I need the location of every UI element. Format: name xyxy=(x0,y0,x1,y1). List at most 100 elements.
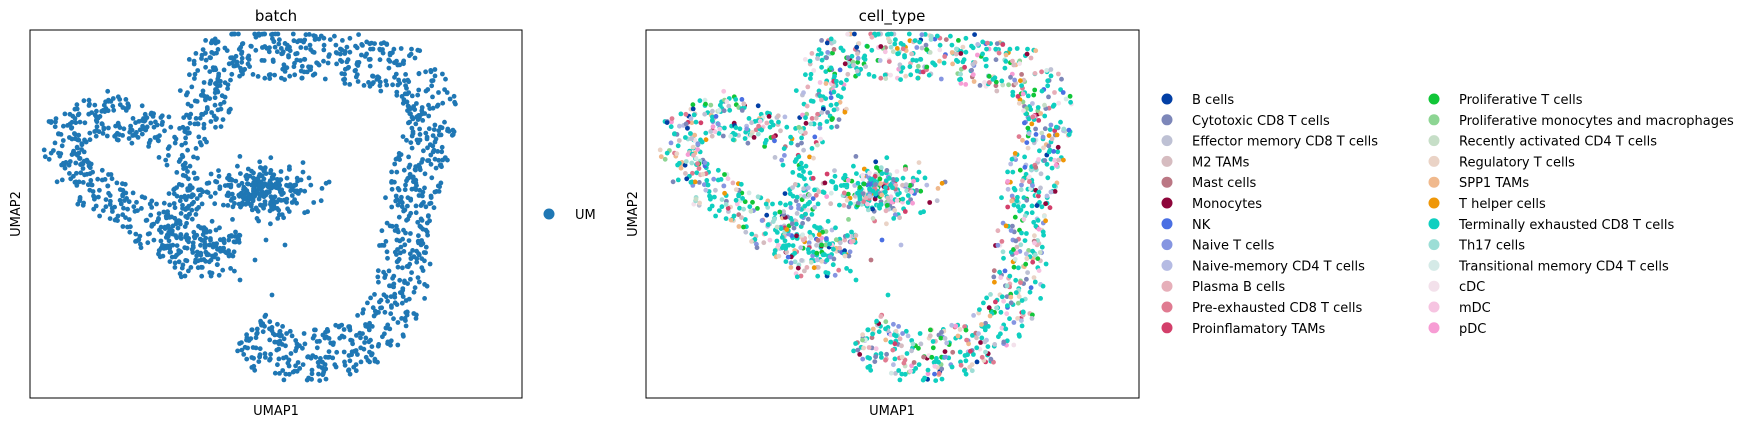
batch-point xyxy=(270,59,276,64)
batch-point xyxy=(99,177,105,183)
batch-point xyxy=(203,235,209,241)
batch-point xyxy=(340,38,345,43)
cell-type-point xyxy=(1024,256,1030,261)
batch-point xyxy=(403,72,408,77)
cell-type-point xyxy=(845,31,850,37)
batch-point xyxy=(158,230,164,235)
cell-type-point xyxy=(1024,51,1030,57)
batch-point xyxy=(235,63,240,68)
cell-type-point xyxy=(860,332,865,338)
batch-point xyxy=(389,186,395,192)
cell-type-point xyxy=(873,354,878,360)
batch-point xyxy=(232,268,237,274)
batch-point xyxy=(193,212,199,217)
cell-type-point xyxy=(810,196,816,202)
cell-type-point xyxy=(787,201,793,206)
batch-point xyxy=(294,200,299,206)
batch-point xyxy=(234,238,240,244)
cell-type-point xyxy=(819,97,824,103)
cell-type-point xyxy=(831,39,837,45)
batch-point xyxy=(392,300,398,306)
batch-point xyxy=(420,189,426,195)
cell-type-point xyxy=(814,242,819,248)
cell-type-point xyxy=(1052,157,1058,163)
cell-type-point xyxy=(830,262,836,268)
batch-point xyxy=(447,96,453,102)
cell-type-point xyxy=(823,96,829,101)
batch-point xyxy=(389,169,394,175)
batch-point xyxy=(73,160,79,166)
cell-type-point xyxy=(890,177,896,182)
cell-type-point xyxy=(997,269,1002,275)
cell-type-point xyxy=(733,97,739,102)
batch-point xyxy=(445,126,451,132)
cell-type-point xyxy=(798,273,804,279)
cell-type-point xyxy=(722,172,727,177)
batch-point xyxy=(208,40,214,46)
cell-type-point xyxy=(728,133,733,139)
batch-point xyxy=(432,189,438,195)
batch-point xyxy=(284,42,290,48)
batch-point xyxy=(257,354,262,360)
cell-type-point xyxy=(685,125,690,131)
cell-type-point xyxy=(1014,198,1020,204)
cell-type-point xyxy=(1013,238,1019,244)
batch-point xyxy=(423,204,429,210)
cell-type-point xyxy=(1036,268,1042,273)
cell-type-point xyxy=(1043,201,1048,207)
cell-type-point xyxy=(987,80,992,85)
batch-point xyxy=(117,187,123,193)
cell-type-point xyxy=(845,191,851,197)
cell-type-point xyxy=(1019,323,1025,329)
cell-type-point xyxy=(911,178,916,184)
cell-type-point xyxy=(865,327,871,333)
batch-point xyxy=(213,227,219,233)
batch-point xyxy=(281,215,286,221)
cell-type-point xyxy=(867,170,872,176)
cell-type-point xyxy=(877,58,883,63)
cell-type-point xyxy=(738,181,744,187)
batch-point xyxy=(216,173,222,179)
cell-type-point xyxy=(1004,311,1010,317)
cell-type-points xyxy=(657,31,1074,383)
batch-point xyxy=(337,323,343,329)
cell-type-point xyxy=(841,175,846,181)
cell-type-point xyxy=(1012,256,1018,262)
batch-point xyxy=(358,335,363,341)
batch-point xyxy=(277,371,282,376)
batch-point xyxy=(300,345,305,351)
cell-type-point xyxy=(1020,137,1025,143)
cell-type-point xyxy=(867,186,872,192)
batch-point xyxy=(344,59,350,65)
batch-point xyxy=(132,208,138,214)
cell-type-legend-label: Recently activated CD4 T cells xyxy=(1459,135,1657,150)
cell-type-point xyxy=(1018,242,1024,248)
cell-type-point xyxy=(1034,203,1040,209)
batch-point xyxy=(436,128,442,134)
cell-type-point xyxy=(1025,270,1030,275)
cell-type-point xyxy=(1016,134,1022,140)
cell-type-point xyxy=(703,101,708,107)
cell-type-legend-marker xyxy=(1161,114,1173,126)
cell-type-point xyxy=(1014,244,1020,250)
cell-type-point xyxy=(1018,187,1024,193)
batch-point xyxy=(253,335,259,341)
cell-type-point xyxy=(776,119,781,125)
cell-type-point xyxy=(883,208,889,214)
batch-point xyxy=(61,123,66,129)
cell-type-point xyxy=(834,78,839,84)
cell-type-point xyxy=(925,371,931,377)
cell-type-point xyxy=(784,249,789,255)
batch-point xyxy=(185,169,190,174)
cell-type-point xyxy=(822,180,828,186)
cell-type-legend-marker xyxy=(1161,176,1173,188)
batch-point xyxy=(233,229,238,235)
cell-type-point xyxy=(837,245,842,251)
cell-type-point xyxy=(888,44,894,50)
cell-type-point xyxy=(703,137,709,143)
cell-type-point xyxy=(968,348,973,354)
batch-point xyxy=(272,370,278,376)
batch-point xyxy=(178,274,184,280)
cell-type-point xyxy=(713,187,718,193)
batch-point xyxy=(97,187,102,193)
